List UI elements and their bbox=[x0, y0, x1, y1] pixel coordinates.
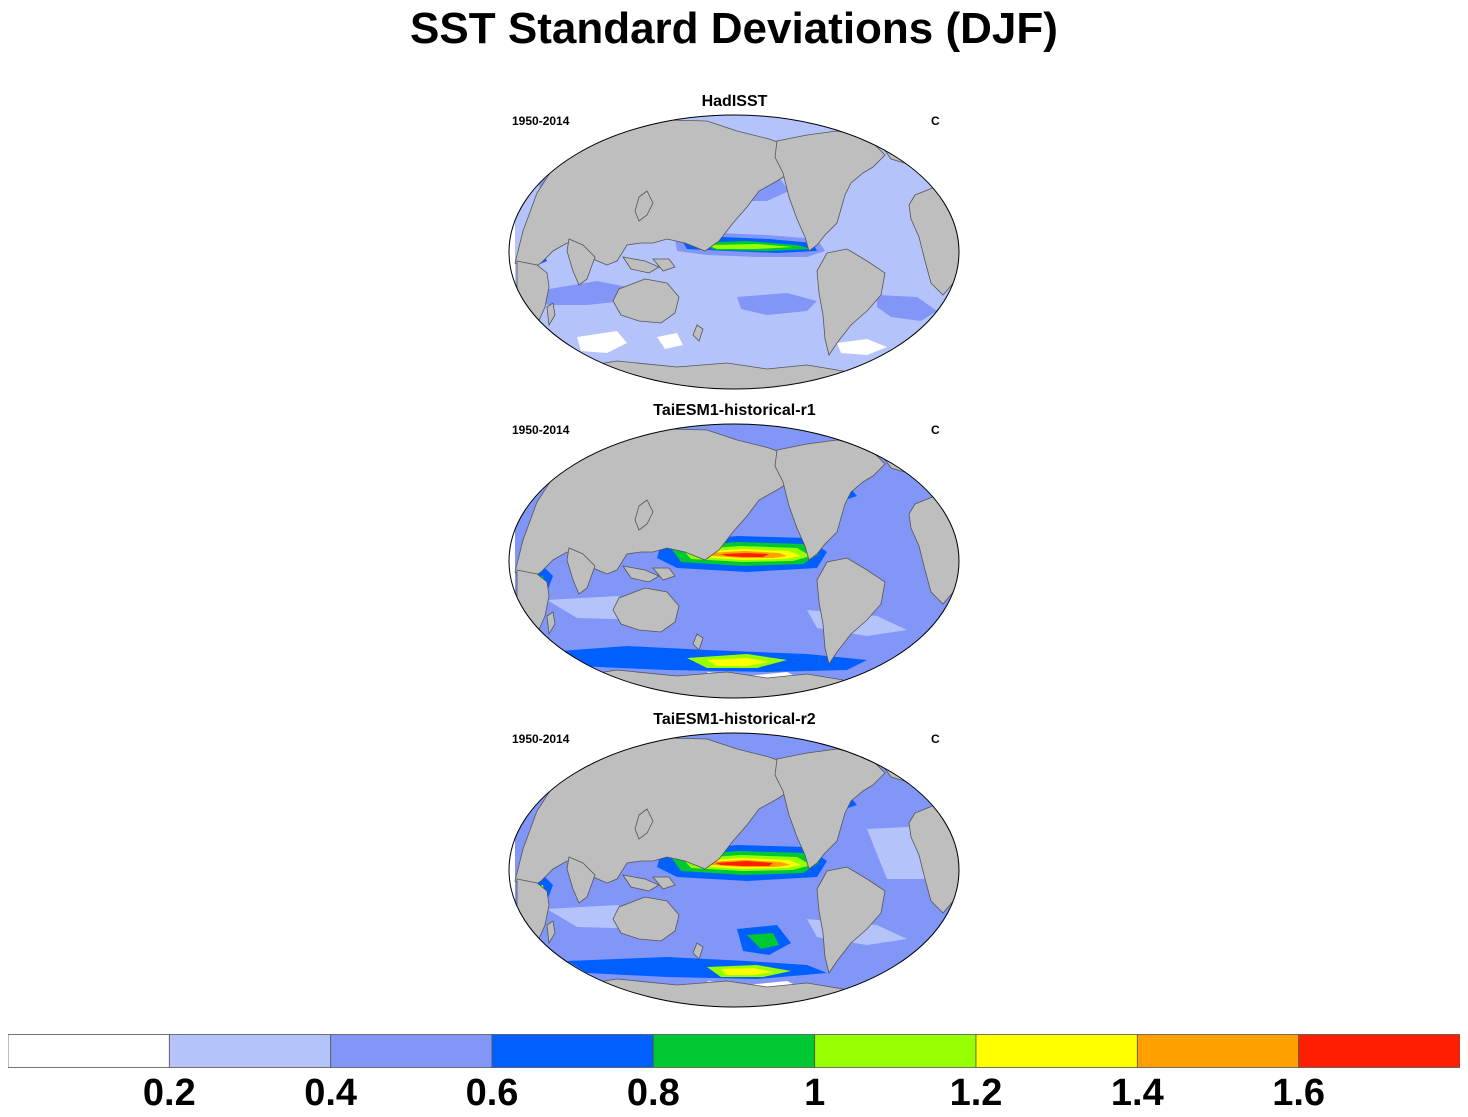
panel-taiesm1-r1: TaiESM1-historical-r1 1950-2014 C bbox=[507, 402, 962, 702]
colorbar-labels: 0.2 0.4 0.6 0.8 1 1.2 1.4 1.6 bbox=[0, 1072, 1468, 1116]
land-newzealand bbox=[692, 942, 704, 960]
colorbar-segment bbox=[168, 1034, 332, 1068]
colorbar bbox=[8, 1034, 1460, 1068]
panel-taiesm1-r2: TaiESM1-historical-r2 1950-2014 C bbox=[507, 711, 962, 1011]
main-title: SST Standard Deviations (DJF) bbox=[410, 4, 1058, 53]
panel-units: C bbox=[931, 732, 940, 746]
land-madagascar bbox=[546, 920, 556, 945]
sst-contour-region bbox=[737, 293, 817, 315]
panel-units: C bbox=[931, 114, 940, 128]
land-newguinea bbox=[652, 876, 676, 890]
sst-map bbox=[508, 114, 960, 390]
land-madagascar bbox=[546, 611, 556, 636]
land-newzealand bbox=[692, 324, 704, 342]
colorbar-tick-label: 1.4 bbox=[1110, 1072, 1164, 1114]
land-india bbox=[566, 547, 596, 595]
land-india bbox=[566, 856, 596, 904]
colorbar-tick-label: 0.4 bbox=[304, 1072, 358, 1114]
sst-contour-region bbox=[877, 295, 937, 321]
colorbar-tick-label: 1.6 bbox=[1272, 1072, 1326, 1114]
colorbar-segment bbox=[8, 1034, 170, 1068]
panel-title: TaiESM1-historical-r1 bbox=[653, 402, 816, 419]
land-samerica bbox=[816, 866, 886, 974]
colorbar-segment bbox=[330, 1034, 493, 1068]
land-newzealand bbox=[692, 633, 704, 651]
land-newguinea bbox=[652, 567, 676, 581]
land-samerica bbox=[816, 557, 886, 665]
land-india bbox=[566, 238, 596, 286]
sst-contour-region bbox=[837, 339, 887, 355]
sst-contour-region bbox=[657, 333, 683, 349]
sst-contour-region bbox=[715, 861, 773, 866]
sst-contour-region bbox=[707, 658, 769, 666]
map-outline bbox=[508, 114, 960, 390]
land-indonesia bbox=[622, 256, 660, 274]
land-indonesia bbox=[622, 565, 660, 583]
colorbar-segment bbox=[652, 1034, 816, 1068]
sst-contour-region bbox=[721, 968, 773, 975]
sst-contour-region bbox=[537, 281, 627, 305]
land-australia bbox=[612, 896, 680, 942]
land-newguinea bbox=[652, 258, 676, 272]
panel-period: 1950-2014 bbox=[512, 114, 570, 128]
colorbar-tick-label: 0.2 bbox=[142, 1072, 196, 1114]
sst-map bbox=[508, 732, 960, 1008]
land-australia bbox=[612, 278, 680, 324]
sst-contour-region bbox=[721, 553, 769, 557]
land-indonesia bbox=[622, 874, 660, 892]
colorbar-tick-label: 0.6 bbox=[465, 1072, 519, 1114]
land-japan bbox=[634, 190, 654, 222]
colorbar-segment bbox=[1136, 1034, 1300, 1068]
panel-title: TaiESM1-historical-r2 bbox=[653, 711, 816, 728]
colorbar-segment bbox=[1298, 1034, 1460, 1068]
panel-period: 1950-2014 bbox=[512, 732, 570, 746]
sst-contour-region bbox=[707, 244, 793, 249]
panel-hadisst: HadISST 1950-2014 C bbox=[507, 93, 962, 393]
sst-contour-region bbox=[577, 331, 627, 353]
colorbar-tick-label: 0.8 bbox=[626, 1072, 680, 1114]
colorbar-segment bbox=[491, 1034, 654, 1068]
land-japan bbox=[634, 499, 654, 531]
map-outline bbox=[508, 732, 960, 1008]
land-madagascar bbox=[546, 302, 556, 327]
sst-map bbox=[508, 423, 960, 699]
land-japan bbox=[634, 808, 654, 840]
colorbar-segment bbox=[975, 1034, 1138, 1068]
panel-title: HadISST bbox=[701, 93, 768, 110]
land-samerica bbox=[816, 248, 886, 356]
colorbar-tick-label: 1 bbox=[804, 1072, 826, 1114]
panel-units: C bbox=[931, 423, 940, 437]
colorbar-segment bbox=[814, 1034, 977, 1068]
sst-contour-region bbox=[747, 933, 779, 949]
map-outline bbox=[508, 423, 960, 699]
land-australia bbox=[612, 587, 680, 633]
colorbar-tick-label: 1.2 bbox=[949, 1072, 1003, 1114]
panel-period: 1950-2014 bbox=[512, 423, 570, 437]
